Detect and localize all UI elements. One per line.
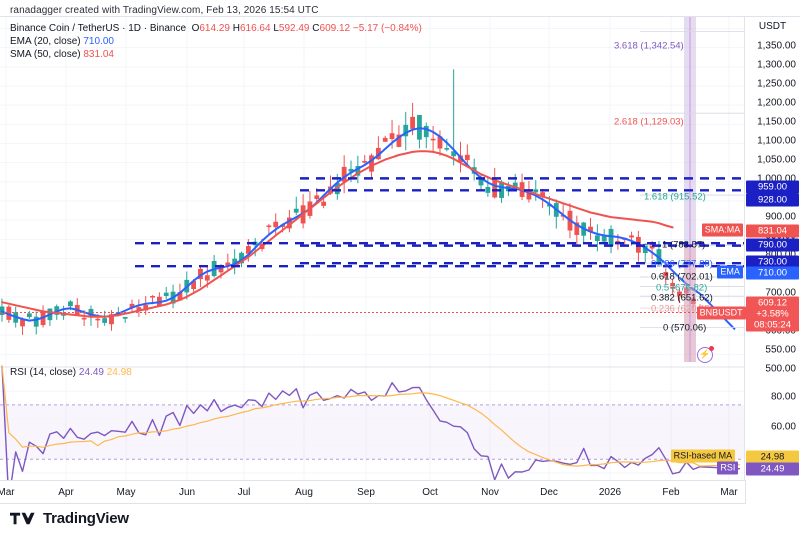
rsi-legend-name: RSI (14, close) bbox=[10, 367, 77, 378]
time-tick: Feb bbox=[662, 487, 680, 498]
ohlc-h-value: 616.64 bbox=[239, 23, 271, 34]
time-tick: Jun bbox=[178, 487, 196, 498]
ohlc-c-value: 609.12 bbox=[319, 23, 351, 34]
rsi-tick: 60.00 bbox=[770, 421, 796, 433]
time-tick: Oct bbox=[422, 487, 438, 498]
sma-ma-tag[interactable]: 831.04 bbox=[746, 224, 799, 238]
ohlc-l-value: 592.49 bbox=[278, 23, 310, 34]
price-tick: 700.00 bbox=[765, 287, 796, 299]
resistance-928[interactable]: 928.00 bbox=[746, 193, 799, 207]
support-730[interactable]: 730.00 bbox=[746, 255, 799, 269]
ohlc-c-label: C bbox=[312, 23, 320, 34]
rsi-based-ma-tag-plate: RSI-based MA bbox=[670, 449, 736, 463]
rsi-legend-row: RSI (14, close) 24.49 24.98 bbox=[10, 366, 132, 379]
attribution-text: ranadagger created with TradingView.com,… bbox=[10, 5, 319, 16]
time-tick: Dec bbox=[540, 487, 558, 498]
ema-legend-name: EMA (20, close) bbox=[10, 36, 81, 47]
time-axis[interactable]: Mar Apr May Jun Jul Aug Sep Oct Nov Dec 2026 Feb Mar bbox=[0, 480, 800, 504]
price-tick: 800.00 bbox=[765, 250, 796, 261]
footer-brand: TradingView bbox=[10, 510, 129, 527]
ohlc-h-label: H bbox=[232, 23, 240, 34]
time-tick: Mar bbox=[0, 487, 15, 498]
price-axis[interactable]: USDT 1,350.00 1,300.00 1,250.00 1,200.00 1,1… bbox=[745, 16, 800, 493]
support-790[interactable]: 790.00 bbox=[746, 238, 799, 252]
rsi-tick: 80.00 bbox=[770, 391, 796, 403]
sma-legend-name: SMA (50, close) bbox=[10, 49, 81, 60]
sma-legend-value: 831.04 bbox=[83, 49, 114, 60]
tradingview-logo-icon bbox=[10, 512, 35, 525]
resistance-959[interactable]: 959.00 bbox=[746, 180, 799, 194]
price-tick: 1,250.00 bbox=[757, 78, 796, 90]
rsi-legend-value: 24.49 bbox=[78, 367, 104, 378]
price-axis-unit: USDT bbox=[758, 21, 787, 32]
ohlc-o-value: 614.29 bbox=[199, 23, 230, 34]
fib-level-label[interactable]: 2.618 (1,129.03) bbox=[614, 116, 684, 128]
fib-level-label[interactable]: 1.618 (915.52) bbox=[644, 191, 706, 203]
ema-legend-value: 710.00 bbox=[83, 36, 114, 47]
time-tick: Jul bbox=[237, 487, 251, 498]
live-price: 609.12 bbox=[757, 297, 788, 309]
fib-level-label[interactable]: 0.236 (620.45) bbox=[651, 303, 713, 315]
rsi-ma-legend-value: 24.98 bbox=[106, 367, 132, 378]
lightning-bolt-icon[interactable] bbox=[697, 346, 714, 363]
brand-name: TradingView bbox=[43, 510, 129, 527]
symbol-legend-row[interactable]: Binance Coin / TetherUS · 1D · Binance O… bbox=[10, 22, 422, 35]
axis-corner bbox=[745, 480, 800, 504]
time-tick: Nov bbox=[481, 487, 499, 498]
chart-svg bbox=[0, 17, 744, 480]
fib-level-label[interactable]: 0 (570.06) bbox=[663, 322, 707, 334]
fib-level-label[interactable]: 0.618 (702.01) bbox=[651, 271, 713, 283]
fib-level-label[interactable]: 0.382 (651.62) bbox=[651, 292, 713, 304]
ohlc-l-label: L bbox=[273, 23, 279, 34]
price-tick: 500.00 bbox=[765, 363, 796, 375]
ema-tag-plate: EMA bbox=[717, 265, 743, 279]
price-tick: 1,350.00 bbox=[757, 40, 796, 52]
live-symbol-plate: BNBUSDT bbox=[696, 306, 746, 320]
time-tick: Sep bbox=[357, 487, 375, 498]
rsi-based-ma-tag[interactable]: 24.98 bbox=[746, 450, 799, 464]
price-tick: 1,100.00 bbox=[757, 135, 796, 147]
time-tick: Apr bbox=[58, 487, 74, 498]
price-tick: 550.00 bbox=[765, 344, 796, 356]
sma-ma-tag-plate: SMA:MA bbox=[701, 223, 744, 237]
ohlc-o-label: O bbox=[191, 23, 200, 34]
price-tick: 1,050.00 bbox=[757, 154, 796, 166]
fib-level-label[interactable]: 0.786 (737.88) bbox=[651, 258, 713, 270]
chart-canvas[interactable] bbox=[0, 16, 745, 480]
price-tick: 1,150.00 bbox=[757, 116, 796, 128]
rsi-legend[interactable]: RSI (14, close) 24.49 24.98 bbox=[10, 366, 132, 379]
rsi-tag-plate: RSI bbox=[717, 461, 739, 475]
time-tick: May bbox=[116, 487, 136, 498]
live-countdown: 08:05:24 bbox=[754, 319, 791, 331]
time-tick: 2026 bbox=[598, 487, 622, 498]
ema-legend-row[interactable]: EMA (20, close) 710.00 bbox=[10, 35, 422, 48]
live-change: +3.58% bbox=[756, 308, 789, 320]
notification-dot-icon bbox=[709, 346, 714, 351]
price-tick: 1,200.00 bbox=[757, 97, 796, 109]
symbol-title: Binance Coin / TetherUS · 1D · Binance bbox=[10, 23, 187, 34]
time-tick: Mar bbox=[720, 487, 738, 498]
fib-level-label[interactable]: 3.618 (1,342.54) bbox=[614, 40, 684, 52]
price-tick: 1,300.00 bbox=[757, 59, 796, 71]
time-tick: Aug bbox=[295, 487, 313, 498]
ema-tag[interactable]: 710.00 bbox=[746, 266, 799, 280]
price-tick: 1,000.00 bbox=[757, 173, 796, 185]
price-tick: 900.00 bbox=[765, 211, 796, 223]
ohlc-change: −5.17 (−0.84%) bbox=[352, 23, 422, 34]
sma-legend-row[interactable]: SMA (50, close) 831.04 bbox=[10, 48, 422, 61]
live-price-tag[interactable]: 609.12 +3.58% 08:05:24 bbox=[746, 296, 799, 332]
rsi-tag[interactable]: 24.49 bbox=[746, 462, 799, 476]
fib-level-label[interactable]: 1 (783.57) bbox=[662, 239, 706, 251]
fib-level-label[interactable]: 0.5 (676.82) bbox=[656, 282, 708, 294]
main-chart-legend: Binance Coin / TetherUS · 1D · Binance O… bbox=[10, 22, 422, 61]
